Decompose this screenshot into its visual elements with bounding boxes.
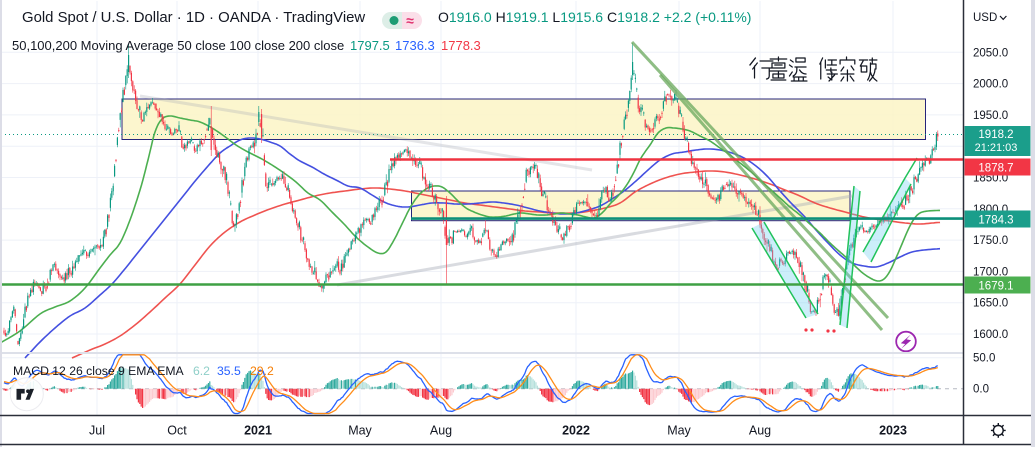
svg-text:2000.0: 2000.0 (973, 79, 1008, 91)
svg-text:MACD 12 26 close 9 EMA EMA: MACD 12 26 close 9 EMA EMA (13, 364, 185, 378)
svg-text:1784.3: 1784.3 (978, 215, 1013, 227)
svg-text:O1916.0 H1919.1 L1915.6 C1918.: O1916.0 H1919.1 L1915.6 C1918.2 +2.2 (+0… (438, 9, 751, 25)
svg-text:1797.5: 1797.5 (350, 38, 390, 53)
svg-text:1736.3: 1736.3 (395, 38, 435, 53)
svg-text:Oct: Oct (167, 424, 187, 438)
svg-text:1950.0: 1950.0 (973, 110, 1008, 122)
svg-text:1778.3: 1778.3 (441, 38, 481, 53)
svg-text:Aug: Aug (430, 424, 452, 438)
svg-text:29.2: 29.2 (250, 364, 274, 378)
svg-text:May: May (667, 424, 691, 438)
svg-text:1700.0: 1700.0 (973, 266, 1008, 278)
svg-text:USD: USD (973, 12, 997, 24)
svg-text:50,100,200 Moving Average 50 c: 50,100,200 Moving Average 50 close 100 c… (12, 38, 344, 53)
svg-text:21:21:03: 21:21:03 (975, 142, 1018, 154)
svg-text:Jul: Jul (89, 424, 105, 438)
svg-text:≈: ≈ (406, 13, 414, 29)
svg-text:1918.2: 1918.2 (978, 129, 1013, 141)
svg-text:1679.1: 1679.1 (978, 281, 1013, 293)
svg-text:2022: 2022 (562, 424, 590, 438)
svg-text:0.0: 0.0 (973, 384, 989, 396)
svg-text:Gold Spot / U.S. Dollar · 1D ·: Gold Spot / U.S. Dollar · 1D · OANDA · T… (22, 10, 365, 26)
svg-text:2021: 2021 (244, 424, 272, 438)
svg-text:Aug: Aug (749, 424, 771, 438)
svg-text:1650.0: 1650.0 (973, 298, 1008, 310)
svg-text:2050.0: 2050.0 (973, 47, 1008, 59)
svg-text:1750.0: 1750.0 (973, 235, 1008, 247)
svg-text:6.2: 6.2 (193, 364, 210, 378)
svg-text:50.0: 50.0 (973, 353, 995, 365)
svg-text:1600.0: 1600.0 (973, 329, 1008, 341)
svg-text:35.5: 35.5 (217, 364, 241, 378)
svg-text:2023: 2023 (879, 424, 907, 438)
svg-text:1878.7: 1878.7 (978, 163, 1013, 175)
svg-text:May: May (348, 424, 372, 438)
